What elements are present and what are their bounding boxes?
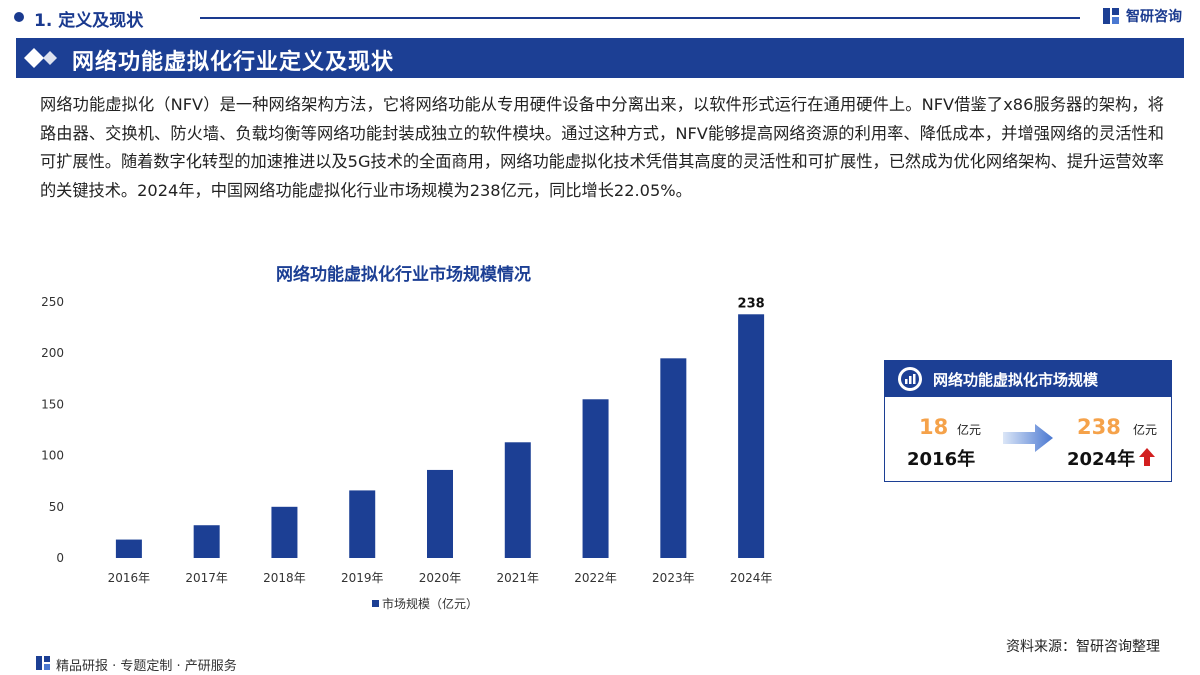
bar xyxy=(660,358,687,558)
market-size-card: 网络功能虚拟化市场规模 18 亿元 2016年 238 亿元 2024年 xyxy=(884,360,1172,482)
intro-paragraph: 网络功能虚拟化（NFV）是一种网络架构方法，它将网络功能从专用硬件设备中分离出来… xyxy=(40,95,1164,200)
x-tick-label: 2020年 xyxy=(419,571,462,585)
brand: 智研咨询 xyxy=(1102,6,1182,26)
x-tick-label: 2021年 xyxy=(497,571,540,585)
title-banner: 网络功能虚拟化行业定义及现状 xyxy=(16,38,1184,78)
y-tick-label: 250 xyxy=(41,295,64,309)
end-unit: 亿元 xyxy=(1133,423,1158,437)
up-arrow-icon xyxy=(1139,448,1155,466)
start-unit: 亿元 xyxy=(957,423,982,437)
diamond-bullets-icon xyxy=(24,48,57,68)
legend-label: 市场规模（亿元） xyxy=(382,596,478,611)
y-tick-label: 100 xyxy=(41,449,64,463)
bar xyxy=(271,506,298,558)
footer-tagline: 精品研报 · 专题定制 · 产研服务 xyxy=(56,659,237,674)
y-tick-label: 200 xyxy=(41,346,64,360)
x-tick-label: 2018年 xyxy=(263,571,306,585)
bar-chart: 0 50 100 150 200 250 2016年 2017年 2018年 2019年 2020年… xyxy=(41,295,773,611)
x-tick-label: 2024年 xyxy=(730,571,773,585)
bar xyxy=(349,490,376,558)
chart-badge-icon xyxy=(898,367,922,391)
x-tick-label: 2019年 xyxy=(341,571,384,585)
right-arrow-icon xyxy=(1003,424,1053,452)
x-tick-label: 2022年 xyxy=(574,571,617,585)
brand-logo-icon xyxy=(1103,8,1119,24)
footer: 精品研报 · 专题定制 · 产研服务 xyxy=(0,652,1200,675)
data-label: 238 xyxy=(738,296,765,311)
brand-logo-icon xyxy=(36,656,50,670)
x-tick-label: 2023年 xyxy=(652,571,695,585)
top-header: 1. 定义及现状 智研咨询 xyxy=(0,0,1200,34)
header-divider xyxy=(200,17,1080,19)
legend-swatch xyxy=(372,600,379,607)
bar xyxy=(427,469,453,558)
card-title: 网络功能虚拟化市场规模 xyxy=(933,371,1099,389)
x-tick-label: 2016年 xyxy=(108,571,151,585)
end-year: 2024年 xyxy=(1067,449,1136,470)
card-header: 网络功能虚拟化市场规模 xyxy=(885,361,1171,397)
bar xyxy=(582,399,609,558)
y-tick-label: 50 xyxy=(49,500,64,514)
start-value: 18 xyxy=(919,415,949,439)
bar xyxy=(504,442,531,558)
x-tick-label: 2017年 xyxy=(185,571,228,585)
brand-name: 智研咨询 xyxy=(1126,9,1182,25)
bar xyxy=(193,525,220,558)
y-tick-label: 0 xyxy=(56,551,64,565)
page-title: 网络功能虚拟化行业定义及现状 xyxy=(72,50,395,75)
bar xyxy=(115,539,142,558)
source-note: 资料来源：智研咨询整理 xyxy=(1006,639,1160,655)
bar xyxy=(738,314,765,558)
section-title: 1. 定义及现状 xyxy=(34,11,144,31)
y-tick-label: 150 xyxy=(41,397,64,411)
chart-title: 网络功能虚拟化行业市场规模情况 xyxy=(276,265,531,285)
end-value: 238 xyxy=(1077,415,1121,439)
start-year: 2016年 xyxy=(907,449,976,470)
bullet-dot-icon xyxy=(14,12,24,22)
